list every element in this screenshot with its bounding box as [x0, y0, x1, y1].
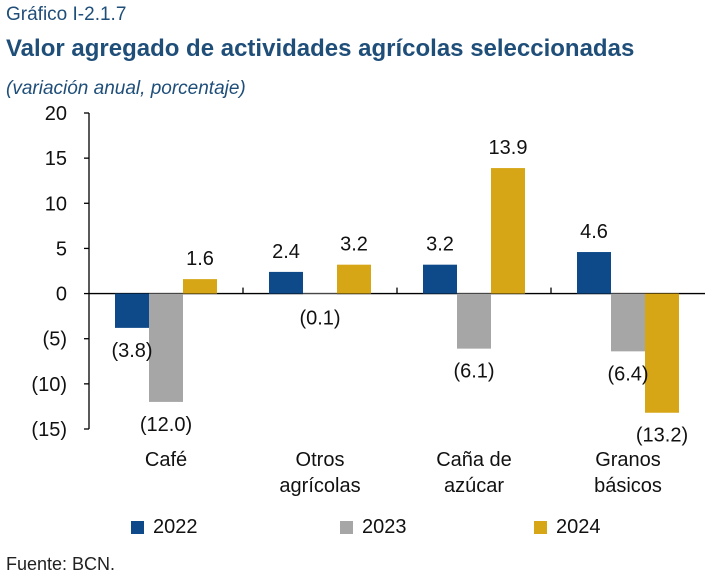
- data-label-2023: (0.1): [299, 308, 340, 330]
- bar-2022: [577, 252, 611, 294]
- data-label-2023: (6.4): [607, 363, 648, 385]
- legend-label: 2023: [362, 516, 407, 538]
- category-label: básicos: [594, 475, 662, 497]
- category-label: Granos: [595, 449, 661, 471]
- bar-2023: [457, 293, 491, 349]
- legend-swatch: [340, 521, 353, 534]
- y-tick-label: 5: [56, 238, 67, 260]
- legend-item-2022: 2022: [131, 516, 198, 539]
- data-label-2024: 1.6: [186, 248, 214, 270]
- bar-2024: [337, 264, 371, 294]
- bar-2023: [611, 293, 645, 352]
- chart-category-labels: Café Otros agrícolas Caña de azúcar Granos bás…: [145, 449, 662, 497]
- y-tick-label: (10): [31, 374, 67, 396]
- bar-2023: [303, 293, 337, 295]
- data-label-2024: 13.9: [489, 137, 528, 159]
- chart-label: Gráfico I-2.1.7: [6, 4, 127, 25]
- category-label: Café: [145, 449, 187, 471]
- legend-item-2023: 2023: [340, 516, 407, 539]
- data-label-2023: (12.0): [140, 414, 192, 436]
- data-label-2022: 4.6: [580, 221, 608, 243]
- data-label-2023: (6.1): [453, 361, 494, 383]
- chart-subtitle: (variación anual, porcentaje): [6, 78, 246, 99]
- bar-2023: [149, 293, 183, 402]
- chart-axes: 20 15 10 5 0 (5) (10) (15): [31, 103, 705, 441]
- bar-2022: [115, 293, 149, 328]
- data-label-2024: 3.2: [340, 234, 368, 256]
- category-label: Otros: [296, 449, 345, 471]
- data-label-2022: (3.8): [111, 340, 152, 362]
- source-note: Fuente: BCN.: [6, 554, 116, 574]
- category-label: azúcar: [444, 475, 504, 497]
- chart-legend: 2022 2023 2024: [0, 516, 718, 542]
- chart-data-labels: (3.8) 2.4 3.2 4.6 (12.0) (0.1) (6.1) (6.4) 1.6 3.…: [111, 137, 688, 447]
- legend-item-2024: 2024: [534, 516, 601, 539]
- category-label: Caña de: [436, 449, 512, 471]
- y-tick-label: (5): [43, 329, 67, 351]
- legend-swatch: [131, 521, 144, 534]
- bar-2024: [645, 293, 679, 413]
- chart-title: Valor agregado de actividades agrícolas …: [6, 35, 635, 62]
- data-label-2022: 3.2: [426, 234, 454, 256]
- legend-label: 2022: [153, 516, 198, 538]
- y-tick-label: 20: [45, 103, 67, 125]
- bar-2024: [491, 168, 525, 294]
- bar-2022: [423, 264, 457, 294]
- legend-label: 2024: [556, 516, 601, 538]
- category-label: agrícolas: [279, 475, 360, 497]
- data-label-2022: 2.4: [272, 241, 300, 263]
- y-tick-label: 10: [45, 193, 67, 215]
- data-label-2024: (13.2): [636, 425, 688, 447]
- y-tick-label: (15): [31, 419, 67, 441]
- legend-swatch: [534, 521, 547, 534]
- bar-2022: [269, 271, 303, 294]
- chart-bars: [115, 168, 679, 413]
- y-tick-label: 0: [56, 284, 67, 306]
- y-tick-label: 15: [45, 148, 67, 170]
- bar-2024: [183, 279, 217, 294]
